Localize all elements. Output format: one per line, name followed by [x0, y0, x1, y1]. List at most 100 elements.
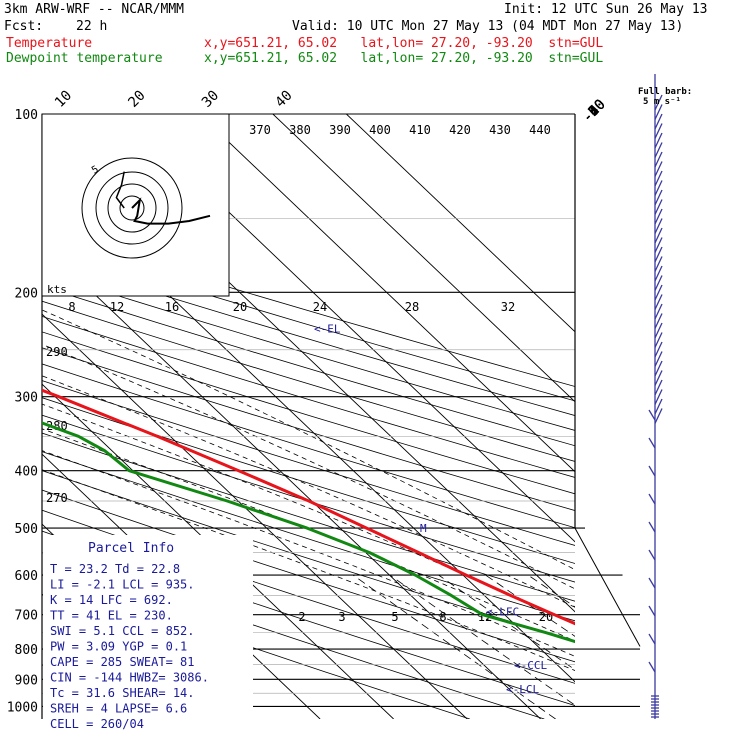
wind-barb	[654, 161, 663, 177]
pressure-tick-label: 400	[15, 465, 38, 480]
wind-barb	[654, 104, 663, 120]
wind-barb	[654, 189, 663, 206]
dry-adiabat-line	[42, 414, 575, 583]
isotherm-line	[42, 243, 541, 719]
isotherm-line	[199, 114, 575, 473]
pressure-tick-label: 300	[15, 391, 38, 406]
wind-barb	[654, 284, 663, 301]
wind-barb	[648, 409, 656, 421]
parcel-info-title: Parcel Info	[88, 541, 174, 556]
wind-barb	[654, 142, 663, 158]
moist-adiabat-line	[42, 403, 575, 626]
parcel-info-row: SREH = 4 LAPSE= 6.6	[50, 702, 187, 716]
level-annotation: <-LCL	[506, 683, 539, 696]
theta-label: 440	[529, 123, 551, 137]
dry-adiabat-line	[42, 489, 575, 663]
parcel-info-panel: Parcel Info T = 23.2 Td = 22.8 LI = -2.1 …	[43, 535, 253, 731]
wind-barb	[654, 275, 663, 291]
theta-label: 390	[329, 123, 351, 137]
moist-adiabat-label: 28	[405, 300, 419, 314]
hodograph-ring	[95, 171, 169, 245]
wind-barb	[648, 465, 656, 477]
wind-barb	[654, 170, 663, 187]
dry-adiabat-line	[42, 229, 575, 387]
wind-barb	[648, 577, 656, 589]
wind-barb	[654, 322, 663, 339]
level-annotation: <-CCL	[514, 659, 547, 672]
pressure-tick-label: 600	[15, 569, 38, 584]
wind-barb	[654, 180, 663, 196]
parcel-info-row: K = 14 LFC = 692.	[50, 593, 173, 607]
right-axis-diagonal	[574, 527, 641, 647]
pressure-tick-label: 900	[15, 673, 38, 688]
mixing-ratio-line	[438, 574, 575, 671]
wind-barb	[648, 549, 656, 561]
theta-label: 410	[409, 123, 431, 137]
wind-barb	[654, 398, 663, 415]
theta-label: 400	[369, 123, 391, 137]
temperature-trace	[42, 388, 575, 626]
wind-barb	[648, 437, 656, 449]
wind-barb	[654, 351, 663, 367]
sounding-traces	[42, 388, 575, 644]
wind-barb	[654, 408, 663, 424]
dry-adiabat-line	[42, 470, 575, 642]
parcel-info-row: CAPE = 285 SWEAT= 81	[50, 655, 195, 669]
wind-barb	[654, 208, 663, 225]
dry-adiabat-line	[42, 574, 470, 719]
wind-barb	[654, 199, 663, 215]
hodograph-ring-label: 5	[90, 164, 101, 177]
moist-adiabat-label: 20	[233, 300, 247, 314]
forecast-hour: 22 h	[76, 19, 108, 34]
dry-adiabat-line	[42, 257, 575, 416]
wind-barb	[648, 605, 656, 617]
hodograph-ring	[107, 183, 157, 233]
wind-barb	[648, 493, 656, 505]
mixing-ratio-label: 2	[298, 610, 305, 624]
isotherm-line	[125, 114, 575, 543]
wind-barb	[654, 313, 663, 329]
pressure-tick-label: 100	[15, 108, 38, 123]
level-annotations: <-EL M <-LFC <-CCL <-LCL	[314, 322, 547, 696]
isotherm-line	[42, 313, 468, 719]
wind-barb	[654, 360, 663, 377]
mixing-ratio-line	[584, 575, 740, 719]
dry-adiabat-line	[42, 347, 575, 511]
theta-label: 430	[489, 123, 511, 137]
wind-barb	[654, 151, 663, 168]
mixing-ratio-line	[389, 574, 575, 706]
moist-adiabat-label: 12	[110, 300, 124, 314]
dewpoint-legend: Dewpoint temperature	[6, 51, 163, 66]
wind-barb	[648, 521, 656, 533]
temperature-legend: Temperature	[6, 36, 93, 51]
parcel-info-row: LI = -2.1 LCL = 935.	[50, 578, 195, 592]
hodograph-trace	[131, 197, 211, 225]
level-annotation: <-LFC	[486, 606, 519, 619]
temperature-tick-label: 20	[125, 88, 148, 111]
parcel-info-row: CELL = 260/04	[50, 717, 144, 731]
wind-barb	[654, 256, 663, 272]
wind-barb	[654, 265, 663, 282]
dry-adiabat-line	[42, 451, 575, 622]
parcel-info-row: Tc = 31.6 SHEAR= 14.	[50, 686, 195, 700]
forecast-label: Fcst:	[4, 19, 44, 34]
dry-adiabat-line	[42, 315, 575, 478]
dry-adiabat-line	[42, 271, 575, 431]
moist-adiabat-label: 24	[313, 300, 327, 314]
mixing-ratio-line	[352, 574, 556, 719]
isotherm-line	[0, 114, 26, 719]
parcel-info-row: TT = 41 EL = 230.	[50, 609, 173, 623]
pressure-tick-label: 800	[15, 643, 38, 658]
wind-key-value: 5 m s⁻¹	[643, 97, 681, 107]
wind-barb	[654, 132, 663, 149]
pressure-tick-label: 200	[15, 286, 38, 301]
dewpoint-location-info: x,y=651.21, 65.02 lat,lon= 27.20, -93.20…	[204, 51, 604, 66]
temperature-tick-label: 30	[199, 88, 222, 111]
wind-barb	[654, 218, 663, 234]
parcel-info-row: T = 23.2 Td = 22.8	[50, 562, 180, 576]
dry-adiabat-line	[42, 286, 575, 447]
hodograph: kts 5	[41, 113, 230, 297]
wind-barb	[654, 123, 663, 139]
wind-barb	[654, 113, 663, 130]
